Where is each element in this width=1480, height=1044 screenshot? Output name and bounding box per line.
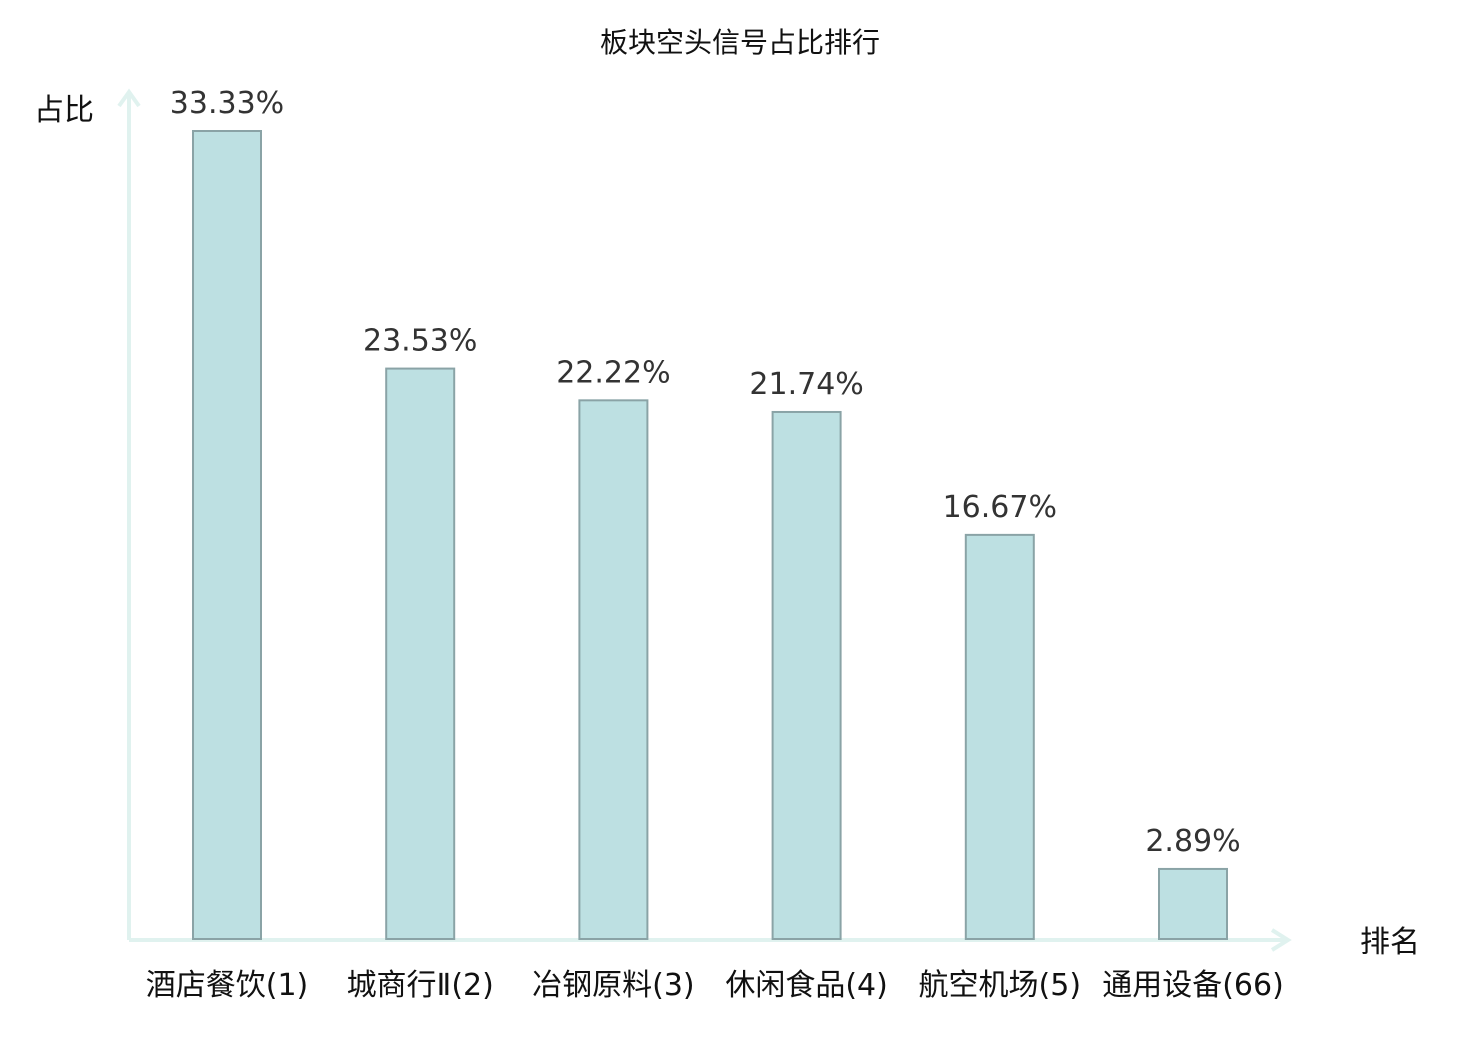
category-label: 通用设备(66) <box>1102 968 1284 1003</box>
value-labels-layer: 33.33% 23.53% 22.22% 21.74% 16.67% 2.89% <box>170 86 1241 859</box>
x-axis-label: 排名 <box>1360 925 1420 960</box>
chart-title: 板块空头信号占比排行 <box>600 26 880 59</box>
bars-layer <box>192 130 1228 941</box>
category-label: 酒店餐饮(1) <box>146 968 309 1003</box>
category-label: 航空机场(5) <box>919 968 1082 1003</box>
bar <box>578 399 649 941</box>
bar <box>385 367 456 940</box>
category-label: 休闲食品(4) <box>725 968 888 1003</box>
bar-value-label: 22.22% <box>556 355 670 390</box>
bar <box>964 533 1035 940</box>
x-axis <box>129 928 1292 952</box>
bar-value-label: 16.67% <box>943 490 1057 525</box>
bar <box>771 410 842 940</box>
category-label: 冶钢原料(3) <box>532 968 695 1003</box>
y-axis <box>117 88 141 940</box>
category-label: 城商行Ⅱ(2) <box>347 968 494 1003</box>
bar-value-label: 33.33% <box>170 86 284 121</box>
y-axis-label: 占比 <box>34 93 94 128</box>
bar-value-label: 23.53% <box>363 324 477 359</box>
category-labels-layer: 酒店餐饮(1) 城商行Ⅱ(2) 冶钢原料(3) 休闲食品(4) 航空机场(5) 通用设备(… <box>146 968 1284 1003</box>
bar-value-label: 21.74% <box>749 367 863 402</box>
bar <box>1158 867 1228 940</box>
bar <box>192 130 262 940</box>
bar-value-label: 2.89% <box>1145 824 1240 859</box>
